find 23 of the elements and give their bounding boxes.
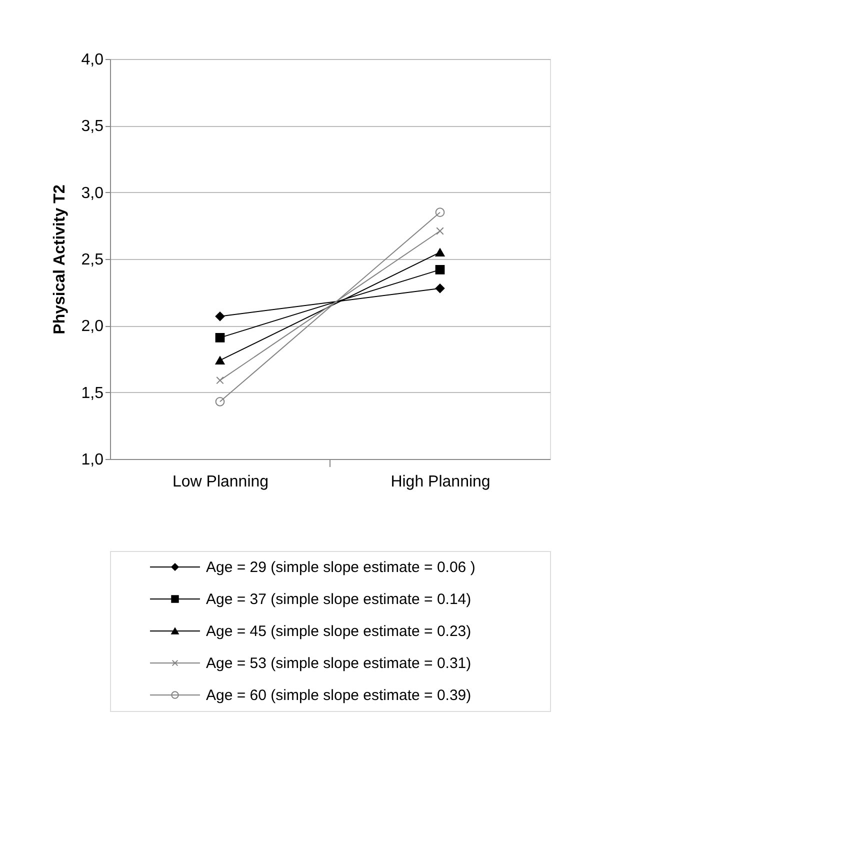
point [215,332,225,342]
point [215,396,225,406]
legend-label: Age = 45 (simple slope estimate = 0.23) [206,623,472,640]
point [215,312,225,322]
y-tick-label: 2,5 [81,252,104,268]
legend-label: Age = 60 (simple slope estimate = 0.39) [206,687,472,704]
legend-label: Age = 53 (simple slope estimate = 0.31) [206,655,472,672]
y-tick-label: 1,0 [81,452,104,468]
x-tick-label: High Planning [390,474,490,490]
point [435,264,445,274]
point [435,284,445,294]
point [435,208,445,218]
y-tick-label: 4,0 [81,52,104,68]
y-tick-label: 3,5 [81,118,104,136]
legend-label: Age = 37 (simple slope estimate = 0.14) [206,591,472,608]
y-tick-label: 2,0 [81,318,104,336]
point [436,227,444,235]
legend-label: Age = 29 (simple slope estimate = 0.06 ) [206,559,476,576]
y-tick-label: 3,0 [81,184,104,202]
y-tick-label: 1,5 [81,384,104,402]
y-axis-title: Physical Activity T2 [51,184,68,334]
x-tick-label: Low Planning [172,474,269,490]
point [216,376,224,384]
